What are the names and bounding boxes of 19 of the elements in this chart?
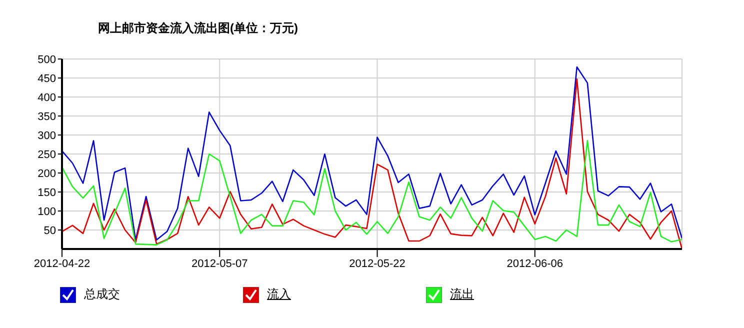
legend-label: 流出 [450, 286, 474, 303]
y-tick-label: 300 [38, 130, 56, 142]
y-tick-label: 200 [38, 168, 56, 180]
y-tick-label: 150 [38, 186, 56, 199]
y-tick-label: 250 [38, 148, 56, 161]
line-series [62, 140, 682, 246]
y-tick-label: 500 [38, 54, 56, 66]
legend-label: 流入 [267, 286, 291, 303]
y-tick-label: 400 [38, 92, 56, 104]
x-tick-label: 2012-05-07 [191, 258, 248, 270]
y-tick-label: 50 [44, 224, 56, 237]
y-tick-label: 450 [38, 72, 56, 85]
y-tick-label: 100 [38, 206, 56, 218]
x-tick-label: 2012-04-22 [34, 258, 90, 270]
y-tick-label: 350 [38, 110, 56, 123]
x-tick-label: 2012-06-06 [506, 258, 564, 270]
legend-label: 总成交 [84, 286, 120, 303]
chart-title: 网上邮市资金流入流出图(单位：万元) [98, 20, 298, 37]
x-tick-label: 2012-05-22 [349, 258, 406, 270]
